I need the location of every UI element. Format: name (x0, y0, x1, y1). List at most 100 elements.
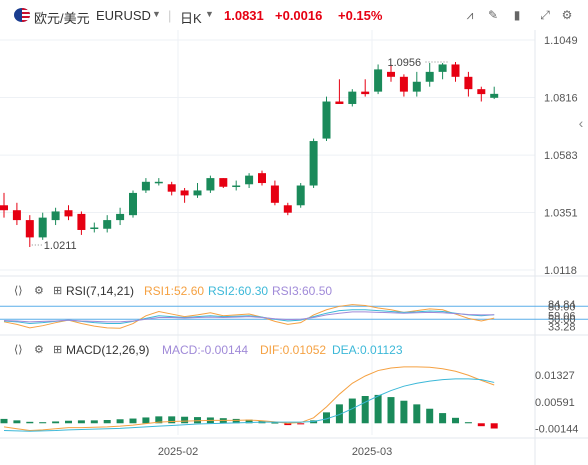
macd-histogram-bar (439, 413, 447, 424)
rsi2-value: RSI2:60.30 (208, 284, 269, 298)
macd-settings-icon[interactable]: ⚙ (34, 344, 44, 356)
dea-line (3, 378, 495, 432)
candle-body (258, 173, 266, 184)
low-label: 1.0211 (44, 240, 77, 252)
candle-body (296, 185, 305, 206)
macd-histogram-bar (387, 397, 395, 424)
candle-body (245, 175, 254, 185)
dif-value: DIF:0.01052 (260, 343, 327, 357)
macd-histogram-bar (477, 423, 485, 427)
symbol-dropdown-icon[interactable]: ▼ (152, 9, 161, 19)
fullscreen-icon[interactable]: ⤢ (540, 8, 550, 22)
rsi-layer (0, 304, 588, 329)
indicator-icon[interactable]: ⩘ (466, 8, 474, 22)
candle-body (490, 93, 499, 98)
macd-histogram-bar (464, 422, 472, 424)
candle-body (451, 64, 460, 77)
candle-type-icon[interactable]: ▮ (513, 8, 521, 22)
candle-body (141, 181, 150, 191)
macd-expand-icon[interactable]: ⊞ (53, 344, 63, 356)
pair-name[interactable]: 欧元/美元 (34, 11, 90, 26)
candle-body (103, 220, 112, 229)
macd-histogram-bar (142, 417, 150, 424)
candle-body (77, 213, 86, 230)
macd-histogram-bar (116, 419, 124, 424)
macd-layer (0, 366, 498, 432)
hide-macd-icon[interactable]: ⟨⟩ (14, 344, 23, 356)
candle-body (361, 91, 370, 95)
price-tick-label: 1.0816 (544, 93, 578, 105)
candle-body (51, 211, 60, 221)
rsi-tick-label: 33.28 (548, 321, 576, 333)
macd-histogram-bar (271, 422, 279, 424)
candle-body (38, 217, 47, 238)
dea-value: DEA:0.01123 (332, 343, 403, 357)
candle-body (322, 101, 331, 139)
candle-body (387, 71, 395, 77)
macd-histogram-bar (0, 418, 8, 424)
macd-histogram-bar (490, 423, 498, 429)
macd-histogram-bar (155, 416, 163, 424)
hide-indicator-icon[interactable]: ⟨⟩ (14, 285, 23, 297)
macd-histogram-bar (426, 408, 434, 424)
indicator-settings-icon[interactable]: ⚙ (34, 285, 44, 297)
symbol-code[interactable]: EURUSD (96, 8, 151, 23)
candle-body (283, 205, 292, 213)
candle-body (12, 210, 21, 221)
macd-histogram-bar (361, 396, 369, 424)
collapse-arrow-icon[interactable]: ‹ (578, 115, 584, 131)
rsi-tick-label: 59.06 (548, 310, 576, 322)
candle-body (464, 76, 473, 90)
macd-histogram-bar (52, 421, 60, 424)
candle-body (193, 190, 202, 196)
candle-body (425, 71, 434, 82)
settings-icon[interactable]: ⚙ (561, 8, 573, 22)
macd-histogram-bar (323, 412, 330, 424)
candle-body (477, 89, 486, 95)
rsi1-value: RSI1:52.60 (144, 284, 205, 298)
price-tick-label: 1.0583 (544, 150, 578, 162)
rsi-tick-label: 80.00 (548, 301, 576, 313)
candle-body (374, 69, 383, 92)
time-tick-label: 2025-02 (158, 446, 198, 458)
macd-histogram-bar (26, 421, 34, 424)
macd-histogram-bar (297, 423, 305, 425)
candle-body (180, 190, 189, 196)
price-tick-label: 1.0118 (544, 265, 577, 277)
macd-histogram-bar (129, 418, 137, 424)
candlestick-chart[interactable]: 1.0956 1.0211 1.1049 1.0816 1.0583 1.0351 1.0… (0, 30, 588, 465)
macd-histogram-bar (374, 394, 382, 424)
macd-histogram-bar (400, 400, 408, 424)
macd-histogram-bar (284, 423, 292, 426)
candle-body (219, 178, 228, 187)
macd-histogram-bar (232, 418, 240, 424)
macd-tick-label: 0.01327 (535, 370, 575, 382)
axes-layer: 1.1049 1.0816 1.0583 1.0351 1.0118 2025-02 202… (158, 35, 579, 458)
timeframe-dropdown-icon[interactable]: ▼ (205, 9, 214, 19)
candle-body (399, 76, 408, 92)
rsi2-line (3, 309, 495, 325)
macd-histogram-bar (77, 420, 85, 424)
macd-histogram-bar (245, 419, 253, 424)
indicator-expand-icon[interactable]: ⊞ (53, 285, 63, 297)
candle-body (309, 141, 318, 186)
high-label: 1.0956 (388, 57, 422, 69)
candle-body (25, 220, 34, 238)
candle-body (206, 178, 215, 191)
candle-body (129, 192, 137, 216)
price-change-percent: +0.15% (338, 8, 383, 23)
candle-body (232, 185, 241, 188)
rsi-tick-label: 84.84 (548, 299, 576, 311)
macd-value: MACD:-0.00144 (162, 343, 249, 357)
rsi3-line (3, 311, 495, 323)
macd-histogram-bar (348, 398, 356, 424)
rsi1-line (3, 304, 495, 329)
price-tick-label: 1.0351 (544, 207, 578, 219)
time-tick-label: 2025-03 (352, 446, 392, 458)
draw-pen-icon[interactable]: ✎ (487, 8, 499, 22)
candle-body (335, 101, 344, 104)
timeframe-selector[interactable]: 日K (180, 11, 202, 26)
macd-tick-label: 0.00591 (535, 397, 575, 409)
macd-histogram-bar (65, 420, 72, 424)
macd-histogram-bar (181, 416, 189, 424)
